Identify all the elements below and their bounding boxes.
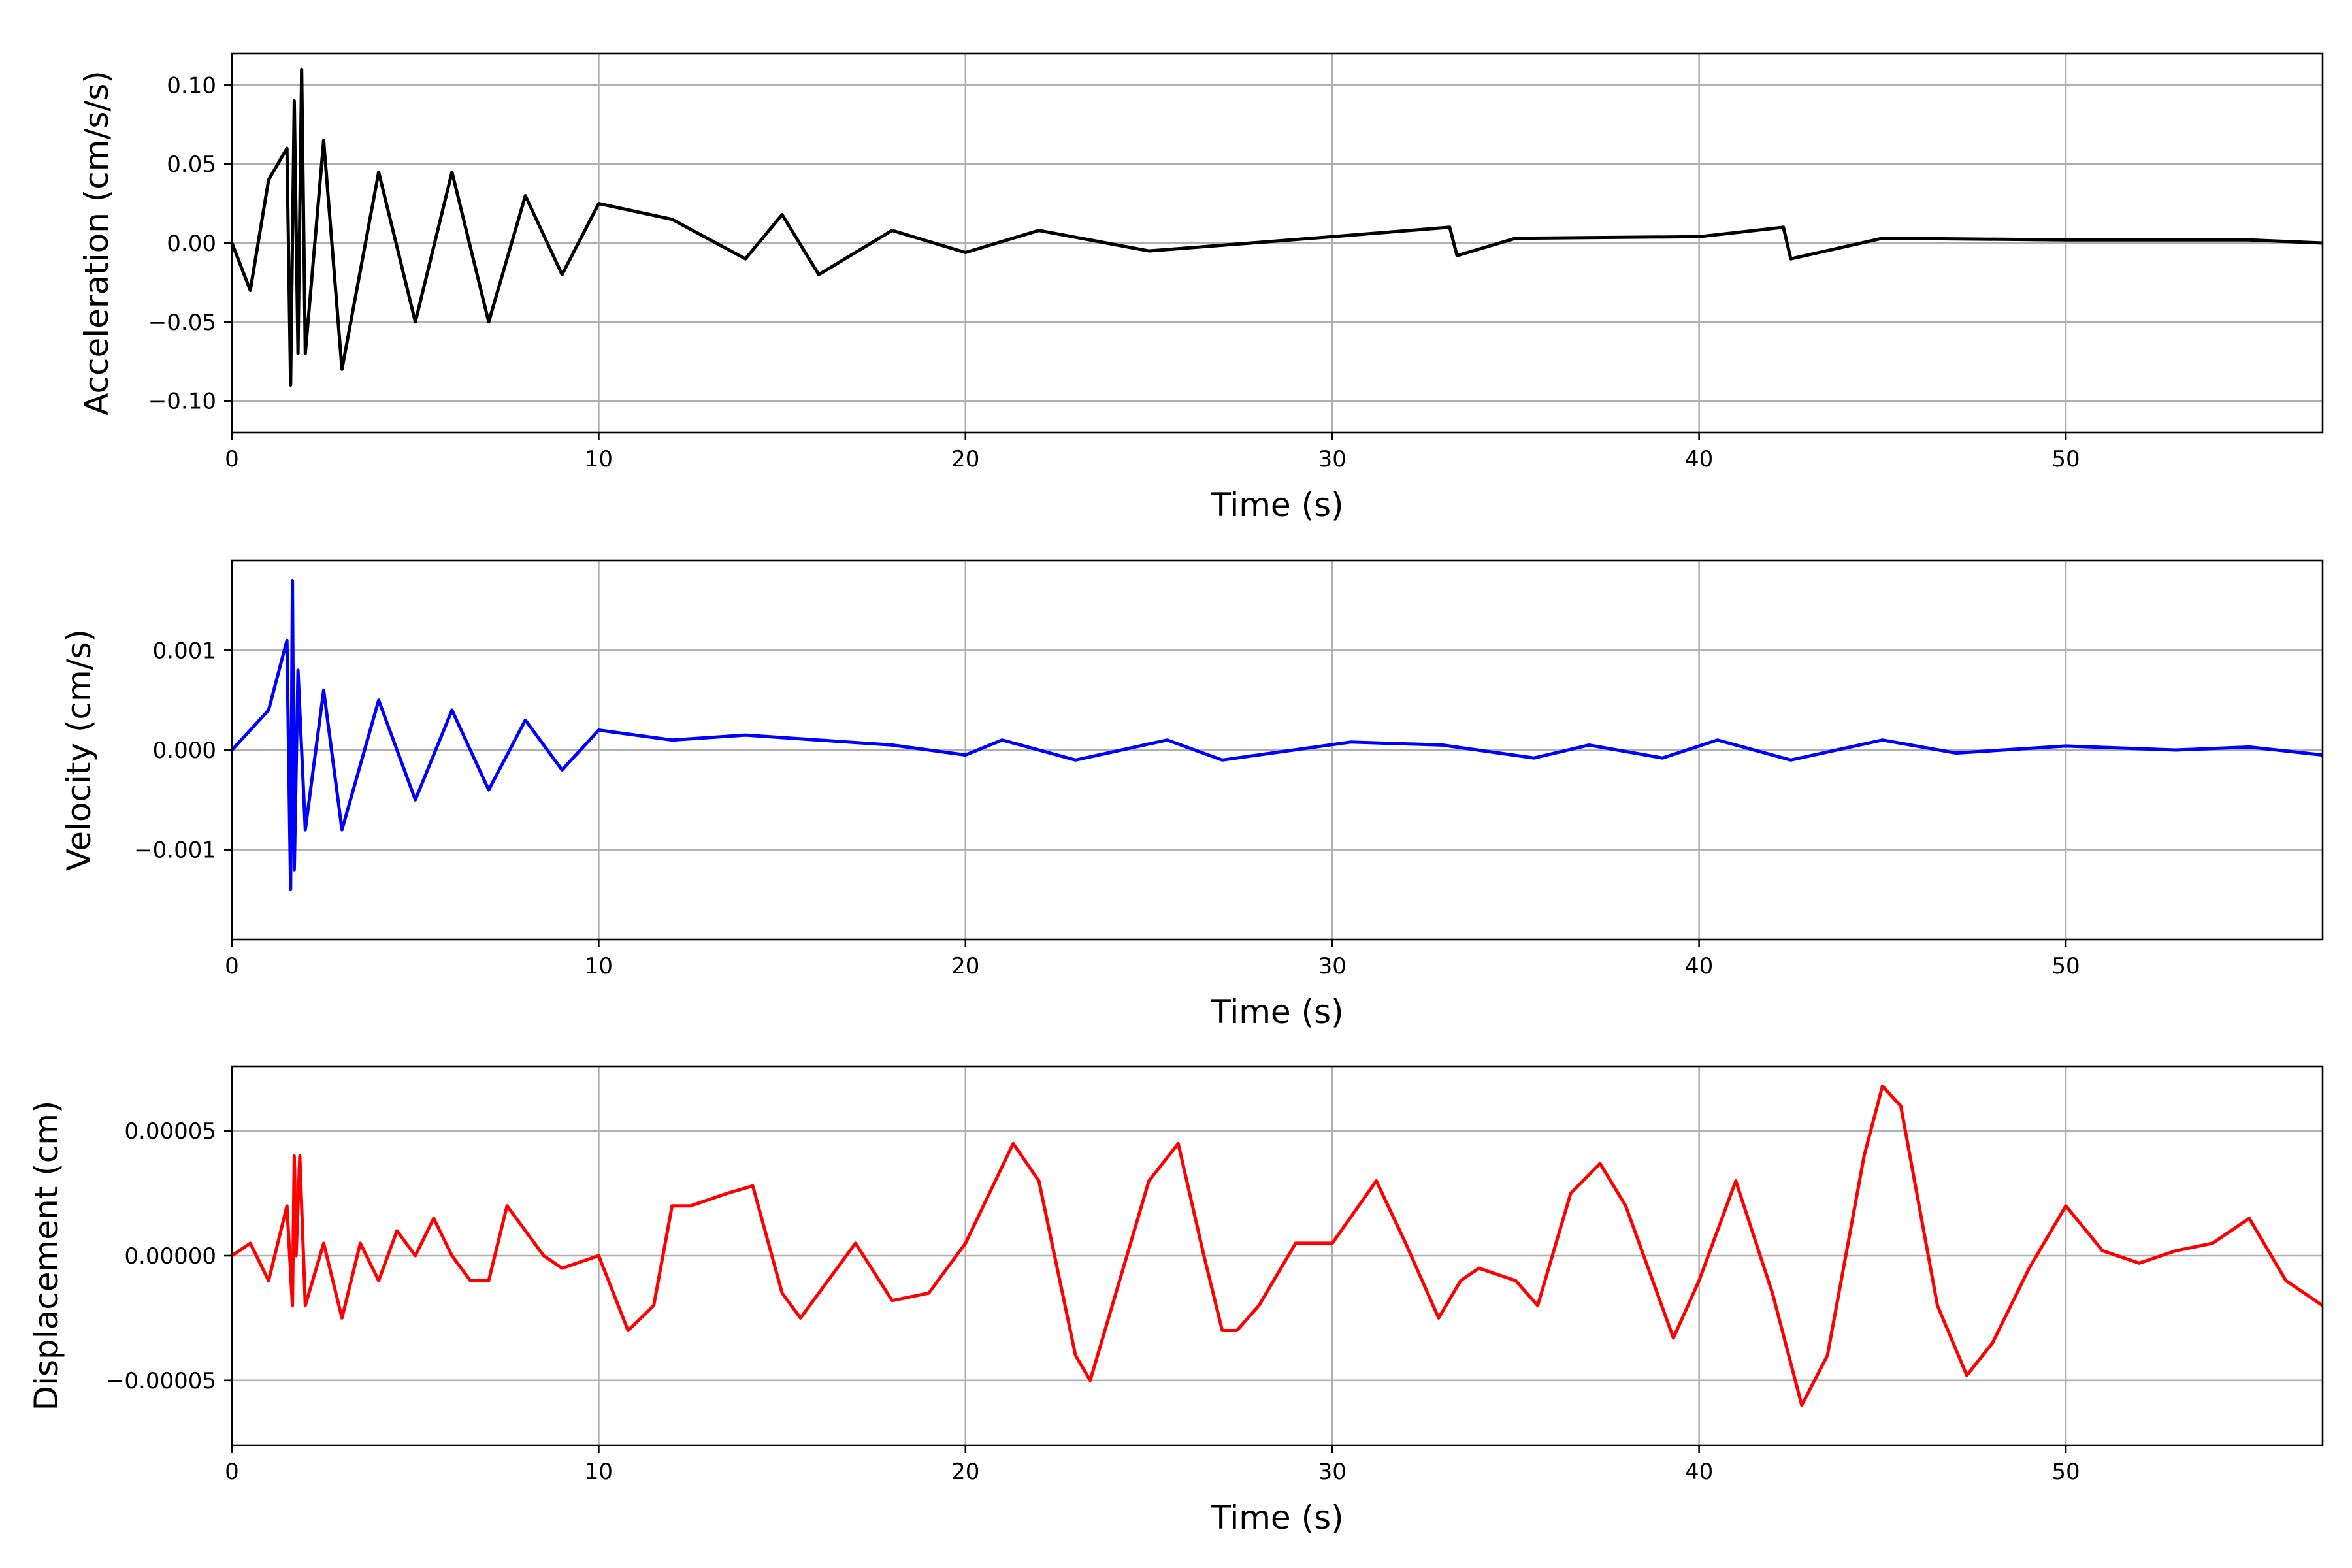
acceleration-panel: 0 10 20 30 40 50 −0.10 −0.05 0.00 0.05 0.10 Time … [78,52,2324,524]
displacement-x-ticks: 0 10 20 30 40 50 [225,1445,2080,1485]
velocity-y-ticks: −0.001 0.000 0.001 [134,638,232,864]
displacement-x-tick-label: 0 [225,1459,239,1485]
displacement-x-axis-label: Time (s) [1210,1499,1343,1537]
acceleration-x-tick-label: 40 [1685,446,1713,472]
velocity-series [231,579,2323,892]
displacement-x-tick-label: 50 [2051,1459,2080,1485]
displacement-x-tick-label: 10 [585,1459,613,1485]
displacement-x-tick-label: 40 [1685,1459,1713,1485]
acceleration-y-tick-label: −0.10 [148,389,216,415]
acceleration-x-tick-label: 10 [585,446,613,472]
acceleration-series-line [230,67,2323,387]
velocity-y-tick-label: 0.001 [153,638,216,664]
acceleration-series [230,67,2323,387]
acceleration-x-tick-label: 30 [1318,446,1347,472]
displacement-x-tick-label: 20 [951,1459,979,1485]
displacement-series-line [231,1085,2324,1407]
velocity-y-tick-label: −0.001 [134,838,216,864]
displacement-y-ticks: −0.00005 0.00000 0.00005 [106,1119,232,1394]
displacement-y-tick-label: 0.00000 [124,1243,216,1269]
acceleration-x-tick-label: 50 [2051,446,2080,472]
acceleration-y-tick-label: 0.00 [167,231,216,257]
acceleration-x-tick-label: 0 [225,446,239,472]
velocity-x-ticks: 0 10 20 30 40 50 [225,939,2080,979]
velocity-x-axis-label: Time (s) [1210,993,1343,1031]
velocity-panel: 0 10 20 30 40 50 −0.001 0.000 0.001 Time (s) Ve… [60,559,2324,1031]
displacement-y-tick-label: −0.00005 [106,1368,216,1394]
displacement-panel: 0 10 20 30 40 50 −0.00005 0.00000 0.00005 Time … [27,1065,2324,1537]
acceleration-grid [231,54,2323,433]
velocity-series-line [231,579,2323,892]
displacement-y-axis-label: Displacement (cm) [27,1101,65,1411]
velocity-x-tick-label: 30 [1318,953,1347,979]
acceleration-x-ticks: 0 10 20 30 40 50 [225,433,2080,472]
acceleration-x-axis-label: Time (s) [1210,486,1343,524]
velocity-y-axis-label: Velocity (cm/s) [60,629,98,871]
acceleration-y-axis-label: Acceleration (cm/s/s) [78,71,116,416]
velocity-x-tick-label: 10 [585,953,613,979]
velocity-x-tick-label: 50 [2051,953,2080,979]
velocity-x-tick-label: 0 [225,953,239,979]
acceleration-y-tick-label: 0.05 [167,152,216,178]
displacement-x-tick-label: 30 [1318,1459,1347,1485]
displacement-y-tick-label: 0.00005 [124,1119,216,1145]
velocity-x-tick-label: 20 [951,953,979,979]
velocity-y-tick-label: 0.000 [153,738,216,764]
displacement-grid [231,1066,2323,1445]
displacement-series [231,1085,2324,1407]
acceleration-y-tick-label: 0.10 [167,73,216,99]
acceleration-y-tick-label: −0.05 [148,310,216,336]
velocity-x-tick-label: 40 [1685,953,1713,979]
acceleration-x-tick-label: 20 [951,446,979,472]
acceleration-y-ticks: −0.10 −0.05 0.00 0.05 0.10 [148,73,232,415]
